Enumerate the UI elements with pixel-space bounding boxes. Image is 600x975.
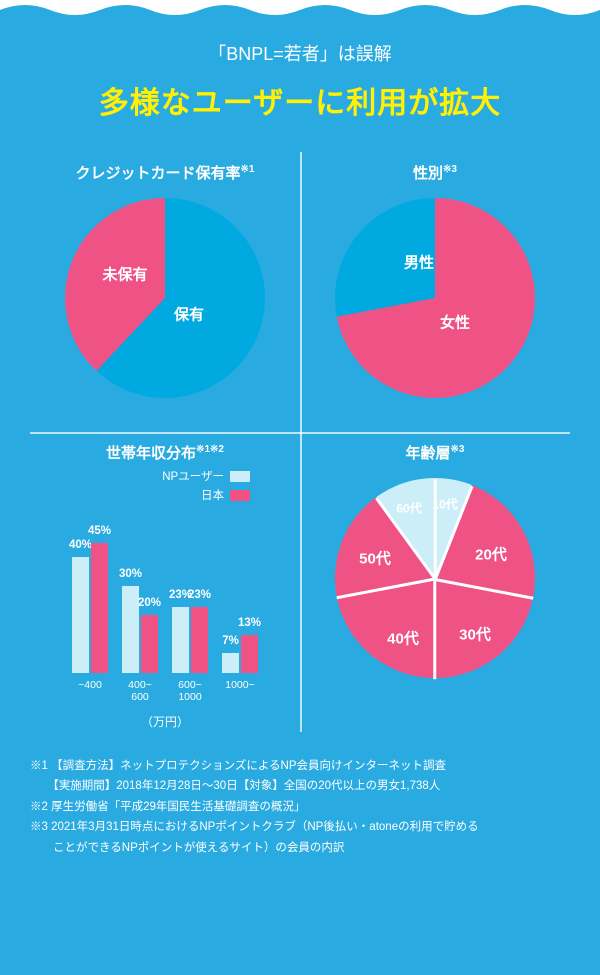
bar-group: 40%45% xyxy=(72,543,108,673)
pie-slice-label: 未保有 xyxy=(102,264,147,285)
pie-slice-label: 20代 xyxy=(475,544,507,565)
x-axis-label: 400~600 xyxy=(122,679,158,703)
footnote-line: ※3 2021年3月31日時点におけるNPポイントクラブ（NP後払い・atone… xyxy=(30,818,570,836)
pie xyxy=(65,198,265,398)
legend-item: NPユーザー xyxy=(162,468,250,484)
footnote-line: ※1 【調査方法】ネットプロテクションズによるNP会員向けインターネット調査 xyxy=(30,757,570,775)
pie-slice-label: 女性 xyxy=(440,312,470,333)
bar: 20% xyxy=(141,615,158,673)
bar-group: 30%20% xyxy=(122,586,158,673)
pie-slice-label: 40代 xyxy=(387,628,419,649)
income-chart: 世帯年収分布※1※2 NPユーザー日本 40%45%30%20%23%23%7%… xyxy=(30,432,300,732)
gender-chart: 性別※3 女性 男性 xyxy=(300,152,570,432)
main-title: 多様なユーザーに利用が拡大 xyxy=(30,78,570,122)
age-chart: 年齢層※3 10代 20代 30代 40代 50代 60代 xyxy=(300,432,570,732)
x-axis-label: 1000~ xyxy=(222,679,258,703)
bar: 13% xyxy=(241,635,258,673)
footnote-line: ※2 厚生労働省「平成29年国民生活基礎調査の概況」 xyxy=(30,798,570,816)
footnote-line: 【実施期間】2018年12月28日～30日【対象】全国の20代以上の男女1,73… xyxy=(30,777,570,795)
pie-slice-label: 保有 xyxy=(174,304,204,325)
credit-card-chart: クレジットカード保有率※1 保有 未保有 xyxy=(30,152,300,432)
bar-value: 7% xyxy=(222,635,239,647)
bar: 23% xyxy=(191,607,208,673)
pie xyxy=(335,198,535,398)
bar-value: 40% xyxy=(69,539,92,551)
bar: 40% xyxy=(72,557,89,673)
chart-title: 世帯年収分布※1※2 xyxy=(106,442,224,463)
bar-group: 7%13% xyxy=(222,635,258,673)
bar: 7% xyxy=(222,653,239,673)
chart-title: 年齢層※3 xyxy=(406,442,465,463)
pie-slice-label: 30代 xyxy=(459,624,491,645)
bar: 23% xyxy=(172,607,189,673)
bar: 45% xyxy=(91,543,108,673)
pie-slice-label: 男性 xyxy=(404,252,434,273)
bar-value: 23% xyxy=(188,589,211,601)
pie-slice-label: 60代 xyxy=(396,500,421,517)
pie-slice-label: 50代 xyxy=(359,548,391,569)
bar-value: 30% xyxy=(119,568,142,580)
chart-title: クレジットカード保有率※1 xyxy=(76,162,255,183)
unit-label: （万円） xyxy=(45,713,285,730)
subtitle: 「BNPL=若者」は誤解 xyxy=(30,40,570,66)
bar: 30% xyxy=(122,586,139,673)
bar-value: 13% xyxy=(238,617,261,629)
footnote-line: ことができるNPポイントが使えるサイト）の会員の内訳 xyxy=(30,839,570,857)
chart-grid: クレジットカード保有率※1 保有 未保有 性別※3 女性 男性 世帯年収分布※1※2… xyxy=(30,152,570,732)
chart-title: 性別※3 xyxy=(413,162,457,183)
x-axis-label: 600~1000 xyxy=(172,679,208,703)
legend-item: 日本 xyxy=(162,487,250,503)
bar-value: 45% xyxy=(88,525,111,537)
footnotes: ※1 【調査方法】ネットプロテクションズによるNP会員向けインターネット調査 【… xyxy=(30,757,570,857)
legend: NPユーザー日本 xyxy=(162,468,250,506)
bar-group: 23%23% xyxy=(172,607,208,673)
x-axis-label: ~400 xyxy=(72,679,108,703)
pie-slice-label: 10代 xyxy=(432,496,457,513)
bar-value: 20% xyxy=(138,597,161,609)
